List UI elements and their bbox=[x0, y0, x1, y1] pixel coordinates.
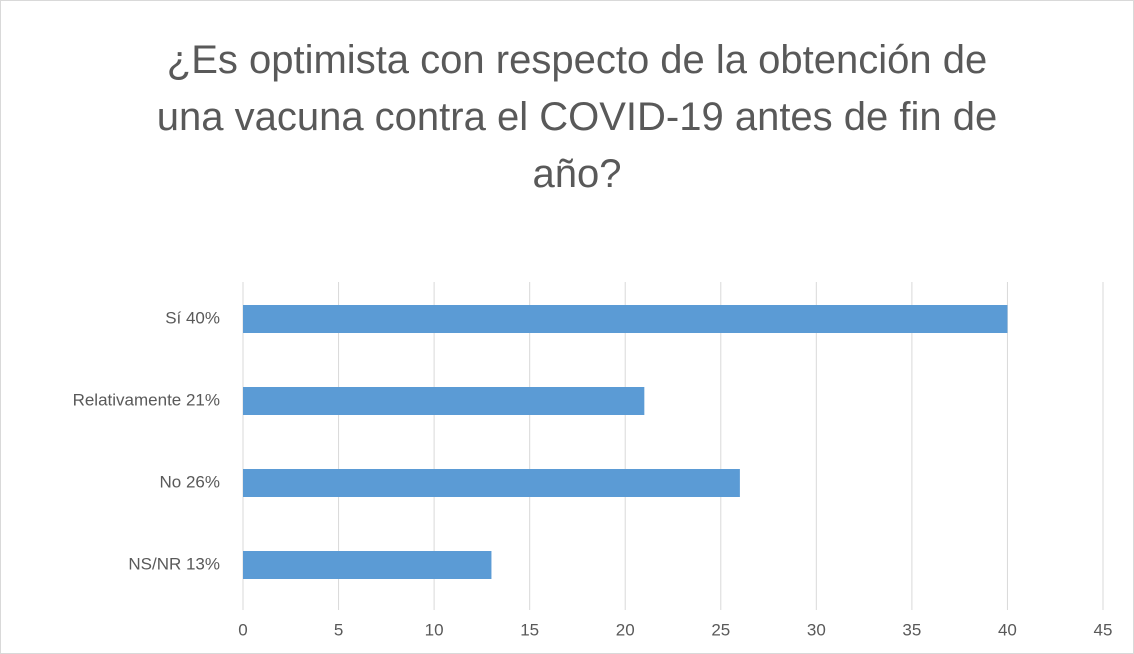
y-tick-label: Relativamente 21% bbox=[73, 390, 220, 409]
y-tick-label: No 26% bbox=[160, 472, 220, 491]
x-tick-label: 15 bbox=[520, 620, 539, 639]
bar bbox=[243, 305, 1008, 333]
bar bbox=[243, 551, 492, 579]
x-tick-label: 35 bbox=[902, 620, 921, 639]
bar bbox=[243, 387, 645, 415]
x-tick-label: 10 bbox=[425, 620, 444, 639]
x-tick-label: 0 bbox=[238, 620, 247, 639]
x-tick-label: 5 bbox=[334, 620, 343, 639]
x-tick-label: 25 bbox=[711, 620, 730, 639]
x-tick-label: 40 bbox=[998, 620, 1017, 639]
bar bbox=[243, 469, 740, 497]
x-tick-label: 45 bbox=[1094, 620, 1113, 639]
x-tick-label: 30 bbox=[807, 620, 826, 639]
y-tick-label: NS/NR 13% bbox=[128, 554, 220, 573]
y-tick-label: Sí 40% bbox=[165, 308, 220, 327]
chart-title: ¿Es optimista con respecto de la obtenci… bbox=[156, 38, 998, 196]
x-tick-label: 20 bbox=[616, 620, 635, 639]
